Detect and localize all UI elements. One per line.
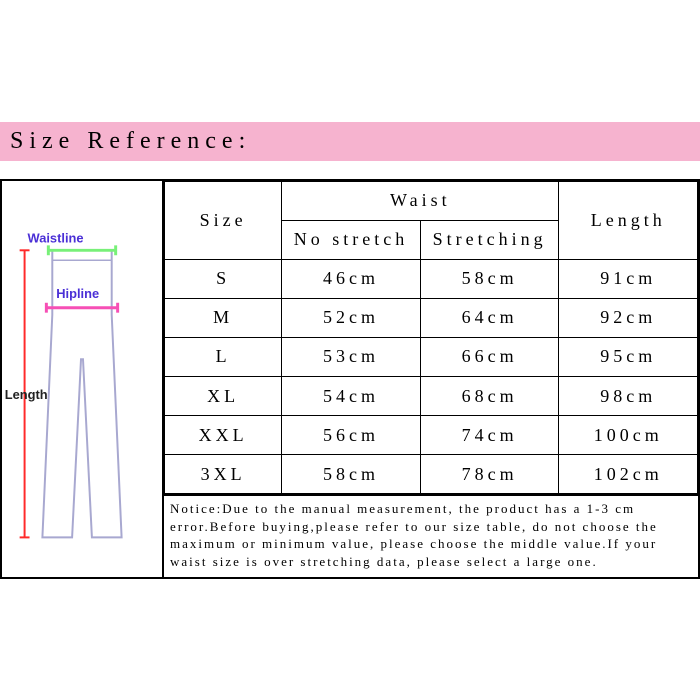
table-cell: 54cm [282, 376, 421, 415]
length-label: Length [5, 386, 48, 401]
table-cell: 64cm [420, 298, 559, 337]
table-cell: 68cm [420, 376, 559, 415]
table-cell: S [165, 259, 282, 298]
table-row: S46cm58cm91cm [165, 259, 698, 298]
right-area: Size Waist Length No stretch Stretching … [164, 181, 698, 577]
col-waist: Waist [282, 181, 559, 220]
col-length: Length [559, 181, 698, 259]
table-cell: M [165, 298, 282, 337]
table-cell: XXL [165, 416, 282, 455]
table-cell: 52cm [282, 298, 421, 337]
table-cell: 58cm [420, 259, 559, 298]
header-row-1: Size Waist Length [165, 181, 698, 220]
size-reference-card: Size Reference: Waistline Hipline [0, 0, 700, 700]
main-box: Waistline Hipline Length [0, 179, 700, 579]
table-cell: 91cm [559, 259, 698, 298]
table-cell: 95cm [559, 337, 698, 376]
table-cell: 56cm [282, 416, 421, 455]
table-row: XXL56cm74cm100cm [165, 416, 698, 455]
notice-text: Notice:Due to the manual measurement, th… [164, 494, 698, 576]
table-cell: L [165, 337, 282, 376]
size-table-area: Size Waist Length No stretch Stretching … [164, 181, 698, 495]
table-cell: 98cm [559, 376, 698, 415]
table-cell: 46cm [282, 259, 421, 298]
table-cell: 74cm [420, 416, 559, 455]
table-row: XL54cm68cm98cm [165, 376, 698, 415]
col-stretching: Stretching [420, 220, 559, 259]
table-cell: 78cm [420, 455, 559, 494]
header-bar: Size Reference: [0, 122, 700, 161]
pants-svg: Waistline Hipline Length [2, 181, 162, 577]
size-table: Size Waist Length No stretch Stretching … [164, 181, 698, 495]
table-cell: XL [165, 376, 282, 415]
table-cell: 3XL [165, 455, 282, 494]
col-size: Size [165, 181, 282, 259]
header-title: Size Reference: [10, 128, 251, 154]
table-cell: 92cm [559, 298, 698, 337]
hipline-label: Hipline [56, 285, 99, 300]
col-no-stretch: No stretch [282, 220, 421, 259]
table-cell: 66cm [420, 337, 559, 376]
table-cell: 100cm [559, 416, 698, 455]
table-cell: 53cm [282, 337, 421, 376]
table-row: M52cm64cm92cm [165, 298, 698, 337]
pants-diagram: Waistline Hipline Length [2, 181, 164, 577]
waistline-label: Waistline [28, 230, 84, 245]
table-cell: 102cm [559, 455, 698, 494]
table-row: L53cm66cm95cm [165, 337, 698, 376]
table-row: 3XL58cm78cm102cm [165, 455, 698, 494]
table-cell: 58cm [282, 455, 421, 494]
